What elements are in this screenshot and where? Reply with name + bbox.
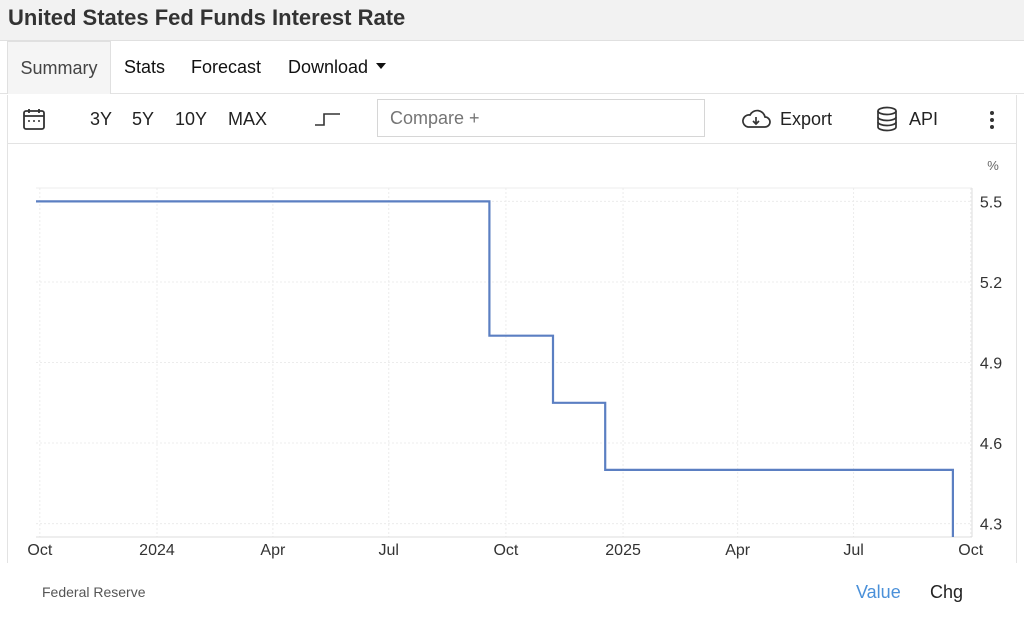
- chart-toolbar: 3Y 5Y 10Y MAX Export API: [7, 95, 1017, 144]
- tab-summary-label: Summary: [20, 58, 98, 78]
- x-tick-label: Jul: [379, 542, 399, 559]
- chart-container: 5.5 5.2 4.9 4.6 4.3 Oct 2024 Apr Jul Oct 2025 Apr Ju…: [7, 143, 1017, 563]
- range-5y-button[interactable]: 5Y: [132, 109, 155, 129]
- y-tick-label: 4.9: [980, 356, 1002, 373]
- chart-type-button[interactable]: [314, 95, 344, 143]
- series-line: [36, 200, 955, 537]
- x-tick-label: Oct: [493, 542, 518, 559]
- range-10y-button[interactable]: 10Y: [175, 109, 208, 129]
- more-options-button[interactable]: [986, 95, 998, 143]
- x-tick-label: Oct: [27, 542, 52, 559]
- x-tick-label: 2025: [605, 542, 641, 559]
- api-button[interactable]: API: [876, 95, 938, 143]
- tab-forecast-label: Forecast: [191, 57, 262, 77]
- step-line-icon: [315, 113, 340, 126]
- range-max-button[interactable]: MAX: [228, 109, 268, 129]
- y-tick-label: 5.2: [980, 275, 1002, 292]
- cloud-download-icon: [742, 109, 771, 128]
- y-tick-label: 4.6: [980, 436, 1002, 453]
- tab-bar: Summary Stats Forecast Download: [0, 41, 1024, 94]
- tab-download-label: Download: [288, 57, 369, 77]
- x-tick-label: Apr: [260, 542, 286, 559]
- tab-download[interactable]: Download: [288, 41, 387, 93]
- caret-down-icon: [376, 63, 387, 70]
- y-tick-label: 4.3: [980, 517, 1002, 534]
- compare-input[interactable]: [377, 99, 705, 137]
- vertical-dots-icon: [990, 111, 994, 129]
- tab-stats[interactable]: Stats: [124, 41, 165, 93]
- chart-svg: 5.5 5.2 4.9 4.6 4.3 Oct 2024 Apr Jul Oct 2025 Apr Ju…: [27, 158, 1002, 559]
- tab-summary[interactable]: Summary: [7, 41, 111, 94]
- source-label: Federal Reserve: [42, 584, 146, 600]
- calendar-icon: [23, 109, 45, 130]
- x-tick-label: Jul: [843, 542, 863, 559]
- range-3y-button[interactable]: 3Y: [90, 109, 113, 129]
- export-label: Export: [780, 109, 833, 129]
- title-bar: United States Fed Funds Interest Rate: [0, 0, 1024, 41]
- export-button[interactable]: Export: [740, 95, 832, 143]
- y-tick-label: 5.5: [980, 194, 1002, 211]
- y-axis-unit-label: %: [987, 158, 999, 173]
- tab-stats-label: Stats: [124, 57, 166, 77]
- x-tick-label: Oct: [958, 542, 983, 559]
- chg-button[interactable]: Chg: [930, 582, 964, 602]
- api-label: API: [909, 109, 939, 129]
- x-tick-label: 2024: [139, 542, 175, 559]
- page-title: United States Fed Funds Interest Rate: [8, 5, 406, 30]
- x-tick-label: Apr: [725, 542, 751, 559]
- calendar-button[interactable]: [20, 95, 48, 143]
- tab-forecast[interactable]: Forecast: [191, 41, 261, 93]
- database-icon: [877, 106, 897, 132]
- value-button[interactable]: Value: [856, 582, 901, 602]
